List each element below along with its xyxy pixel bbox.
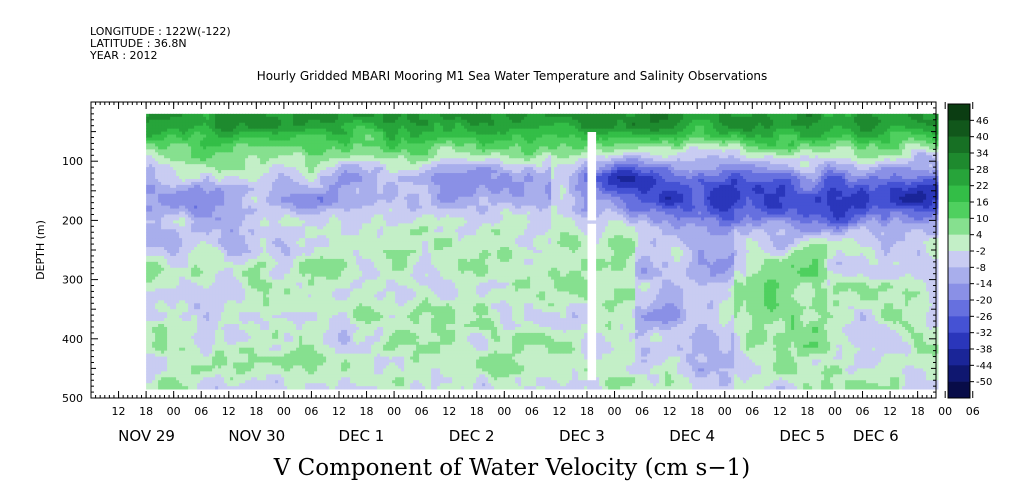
x-tick-label: 06 — [856, 405, 870, 418]
x-tick-label: 18 — [580, 405, 594, 418]
y-axis-label: DEPTH (m) — [34, 220, 47, 280]
y-tick-label: 500 — [62, 392, 83, 405]
x-tick-label: 00 — [828, 405, 842, 418]
x-tick-label: 00 — [387, 405, 401, 418]
colorbar-label: -44 — [976, 361, 992, 372]
colorbar-label: 46 — [976, 116, 989, 127]
colorbar-bin — [948, 316, 970, 333]
x-tick-label: 12 — [773, 405, 787, 418]
colorbar-bin — [948, 169, 970, 186]
colorbar-bin — [948, 186, 970, 203]
x-tick-label: 00 — [938, 405, 952, 418]
x-tick-label: 06 — [635, 405, 649, 418]
y-tick-label: 100 — [62, 155, 83, 168]
x-tick-label: 12 — [552, 405, 566, 418]
x-tick-label: 12 — [442, 405, 456, 418]
x-date-label: NOV 30 — [228, 427, 285, 445]
colorbar-label: -38 — [976, 345, 992, 356]
x-tick-label: 18 — [911, 405, 925, 418]
colorbar-bin — [948, 284, 970, 301]
x-tick-label: 18 — [800, 405, 814, 418]
colorbar-bin — [948, 251, 970, 268]
x-tick-label: 18 — [139, 405, 153, 418]
x-date-label: DEC 4 — [669, 427, 715, 445]
colorbar-bin — [948, 382, 970, 399]
colorbar: 46 40 34 28 22 16 10 4 -2 -8 -14 -20 -26 -32 -38 -44 -50 — [948, 104, 992, 398]
x-date-label: DEC 3 — [559, 427, 605, 445]
colorbar-bin — [948, 333, 970, 350]
x-tick-label: 18 — [690, 405, 704, 418]
x-tick-label: 18 — [470, 405, 484, 418]
colorbar-label: 4 — [976, 230, 982, 241]
colorbar-bin — [948, 137, 970, 154]
x-tick-label: 18 — [360, 405, 374, 418]
x-tick-label: 06 — [194, 405, 208, 418]
colorbar-label: -2 — [976, 247, 986, 258]
colorbar-label: -14 — [976, 279, 992, 290]
colorbar-bin — [948, 267, 970, 284]
year-label: YEAR : 2012 — [89, 49, 158, 62]
x-tick-label: 12 — [112, 405, 126, 418]
x-tick-label: 00 — [718, 405, 732, 418]
colorbar-bin — [948, 235, 970, 252]
colorbar-bin — [948, 120, 970, 137]
colorbar-label: 22 — [976, 181, 989, 192]
colorbar-bin — [948, 153, 970, 170]
colorbar-label: 34 — [976, 149, 989, 160]
y-tick-label: 400 — [62, 333, 83, 346]
y-tick-label: 300 — [62, 274, 83, 287]
x-tick-label: 06 — [304, 405, 318, 418]
x-date-label: DEC 1 — [339, 427, 385, 445]
x-tick-label: 12 — [222, 405, 236, 418]
x-tick-label: 00 — [608, 405, 622, 418]
colorbar-label: -8 — [976, 263, 986, 274]
colorbar-bin — [948, 202, 970, 219]
colorbar-bin — [948, 104, 970, 121]
x-tick-label: 06 — [415, 405, 429, 418]
heatmap-field — [146, 114, 938, 390]
x-tick-label: 12 — [332, 405, 346, 418]
x-tick-label: 00 — [167, 405, 181, 418]
colorbar-bin — [948, 300, 970, 317]
chart-title: Hourly Gridded MBARI Mooring M1 Sea Wate… — [257, 69, 768, 83]
colorbar-bin — [948, 349, 970, 366]
colorbar-label: 16 — [976, 198, 989, 209]
colorbar-label: -50 — [976, 377, 992, 388]
x-tick-label: 06 — [966, 405, 980, 418]
x-tick-label: 00 — [277, 405, 291, 418]
y-tick-label: 200 — [62, 214, 83, 227]
x-tick-label: 06 — [745, 405, 759, 418]
x-tick-label: 18 — [249, 405, 263, 418]
x-tick-label: 12 — [663, 405, 677, 418]
x-tick-label: 06 — [525, 405, 539, 418]
colorbar-bin — [948, 218, 970, 235]
x-date-label: DEC 6 — [853, 427, 899, 445]
x-tick-label: 00 — [497, 405, 511, 418]
x-date-label: DEC 2 — [449, 427, 495, 445]
colorbar-label: -26 — [976, 312, 992, 323]
colorbar-label: 40 — [976, 132, 989, 143]
x-date-labels: NOV 29 NOV 30 DEC 1 DEC 2 DEC 3 DEC 4 DEC 5 DEC… — [118, 427, 899, 445]
chart-canvas: LONGITUDE : 122W(-122) LATITUDE : 36.8N … — [0, 0, 1009, 504]
x-date-label: NOV 29 — [118, 427, 175, 445]
colorbar-label: -20 — [976, 296, 992, 307]
colorbar-label: 10 — [976, 214, 989, 225]
x-tick-label: 12 — [883, 405, 897, 418]
x-date-label: DEC 5 — [779, 427, 825, 445]
colorbar-label: 28 — [976, 165, 989, 176]
variable-title: V Component of Water Velocity (cm s−1) — [273, 455, 750, 481]
colorbar-bin — [948, 365, 970, 382]
colorbar-label: -32 — [976, 328, 992, 339]
